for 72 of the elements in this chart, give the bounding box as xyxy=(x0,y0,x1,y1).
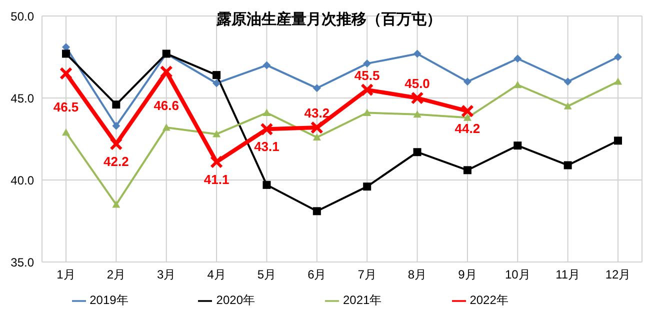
y-tick-label: 45.0 xyxy=(10,91,34,106)
chart-title: 露原油生産量月次推移（百万屯） xyxy=(216,11,442,28)
point xyxy=(60,66,72,80)
point xyxy=(360,83,374,96)
legend-label: 2019年 xyxy=(90,293,128,307)
point xyxy=(413,110,422,118)
point xyxy=(62,50,70,58)
point xyxy=(110,137,123,150)
point xyxy=(614,136,622,145)
point xyxy=(112,200,120,208)
x-tick-label: 7月 xyxy=(358,268,376,282)
point xyxy=(363,108,372,116)
point xyxy=(514,80,522,88)
point xyxy=(413,148,422,156)
point xyxy=(112,122,120,130)
point xyxy=(310,121,324,134)
point xyxy=(210,155,224,168)
point xyxy=(514,54,522,63)
point xyxy=(564,102,572,110)
point xyxy=(614,78,622,85)
point xyxy=(162,124,170,131)
data-label: 44.2 xyxy=(454,121,480,136)
point xyxy=(460,104,474,118)
x-tick-label: 5月 xyxy=(257,268,276,282)
x-tick-label: 10月 xyxy=(504,268,530,282)
point xyxy=(514,142,522,150)
x-tick-label: 3月 xyxy=(157,268,176,282)
x-tick-label: 9月 xyxy=(458,268,477,282)
data-label: 43.1 xyxy=(254,139,280,154)
point xyxy=(312,207,321,216)
data-label: 46.6 xyxy=(154,98,180,113)
x-tick-label: 8月 xyxy=(408,268,427,282)
point xyxy=(312,133,321,141)
point xyxy=(62,128,70,136)
legend-label: 2020年 xyxy=(216,293,255,307)
x-tick-label: 6月 xyxy=(308,268,326,282)
point xyxy=(262,180,271,189)
point xyxy=(312,84,321,92)
point xyxy=(212,130,221,138)
point xyxy=(463,114,472,121)
legend-label: 2022年 xyxy=(470,293,508,307)
point xyxy=(463,166,472,174)
y-tick-label: 40.0 xyxy=(10,173,34,188)
point xyxy=(410,92,424,104)
x-tick-label: 11月 xyxy=(556,268,580,282)
x-tick-label: 2月 xyxy=(106,268,126,282)
data-label: 43.2 xyxy=(304,106,330,121)
point xyxy=(160,65,173,78)
point xyxy=(212,71,221,80)
legend-label: 2021年 xyxy=(343,293,382,307)
y-tick-label: 35.0 xyxy=(10,255,34,270)
data-label: 45.5 xyxy=(354,68,380,83)
point xyxy=(363,60,372,68)
point xyxy=(413,50,422,58)
point xyxy=(564,161,572,170)
x-tick-label: 12月 xyxy=(605,268,631,282)
point xyxy=(564,78,572,86)
y-tick-label: 50.0 xyxy=(10,9,34,24)
data-label: 46.5 xyxy=(53,99,79,114)
x-tick-label: 4月 xyxy=(207,268,226,282)
point xyxy=(463,78,472,86)
x-tick-label: 1月 xyxy=(56,268,76,282)
point xyxy=(614,53,622,61)
data-label: 41.1 xyxy=(204,172,230,187)
point xyxy=(262,108,271,116)
data-label: 42.2 xyxy=(104,154,129,169)
point xyxy=(212,79,221,88)
point xyxy=(363,182,372,191)
point xyxy=(112,100,120,109)
data-label: 45.0 xyxy=(404,76,430,91)
point xyxy=(260,122,274,136)
point xyxy=(262,61,271,70)
